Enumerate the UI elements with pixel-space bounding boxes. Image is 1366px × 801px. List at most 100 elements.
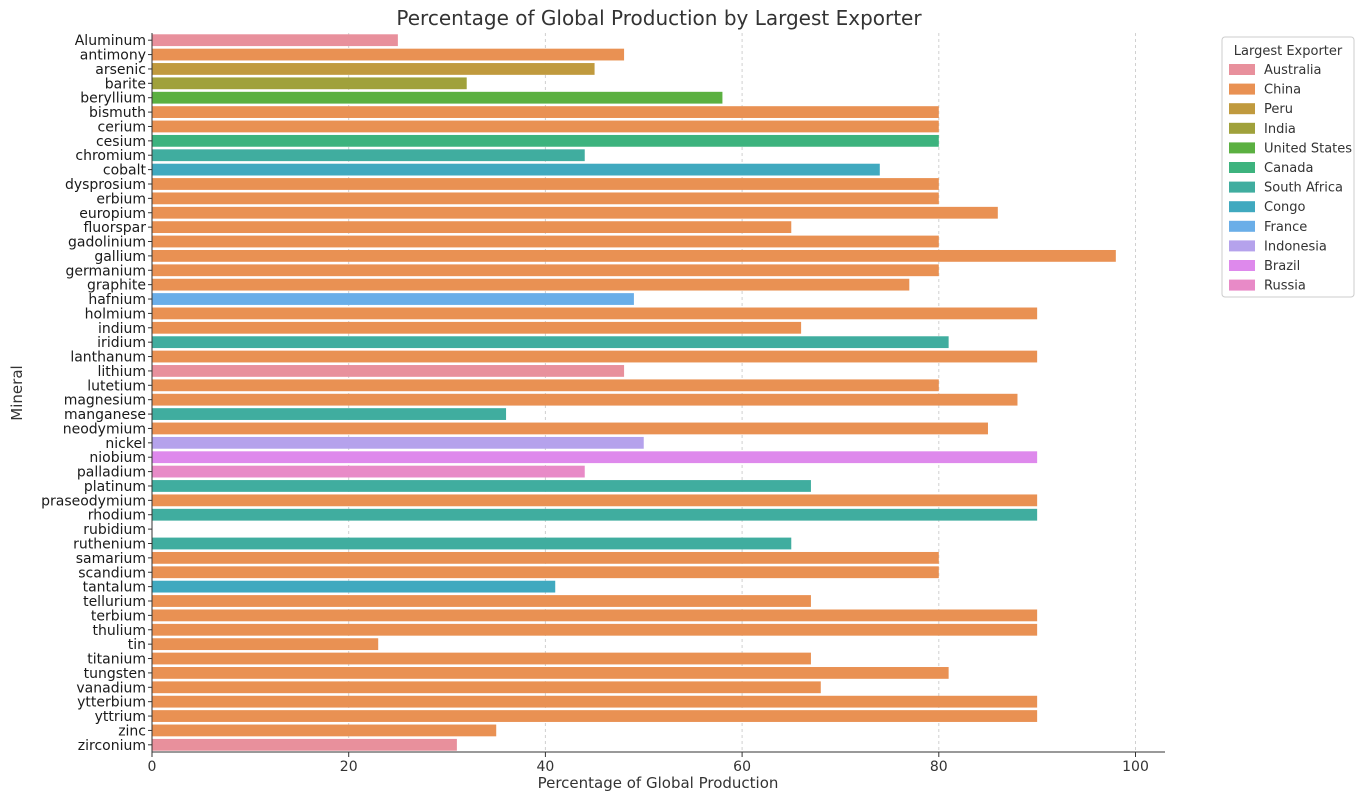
- bars: [152, 34, 1116, 751]
- y-tick-label-niobium: niobium: [89, 450, 146, 466]
- x-axis-label: Percentage of Global Production: [538, 774, 779, 792]
- y-tick-label-cesium: cesium: [96, 134, 146, 150]
- bar-tin: [152, 638, 379, 651]
- y-tick-label-neodymium: neodymium: [63, 421, 146, 437]
- legend-swatch-indonesia: [1229, 240, 1255, 252]
- bar-dysprosium: [152, 178, 939, 190]
- bar-chromium: [152, 149, 585, 162]
- y-tick-label-holmium: holmium: [85, 306, 146, 322]
- y-tick-label-indium: indium: [98, 321, 146, 337]
- legend-frame: [1221, 36, 1355, 298]
- bar-europium: [152, 206, 998, 219]
- bar-iridium: [152, 336, 949, 349]
- bar-scandium: [152, 566, 939, 579]
- bar-bismuth: [152, 106, 939, 118]
- y-tick-label-antimony: antimony: [80, 48, 146, 64]
- bar-terbium: [152, 609, 1038, 622]
- legend-swatch-brazil: [1229, 260, 1255, 271]
- y-tick-label-yttrium: yttrium: [95, 709, 146, 725]
- y-tick-label-rhodium: rhodium: [88, 508, 146, 524]
- bar-ruthenium: [152, 537, 792, 550]
- x-tick-label-20: 20: [340, 759, 358, 775]
- bar-cerium: [152, 120, 939, 133]
- y-axis-label: Mineral: [8, 365, 26, 420]
- y-tick-label-zinc: zinc: [118, 723, 146, 739]
- bar-gallium: [152, 249, 1116, 262]
- legend-label-canada: Canada: [1264, 161, 1313, 176]
- bar-samarium: [152, 551, 939, 564]
- bar-palladium: [152, 465, 585, 478]
- bar-lithium: [152, 365, 625, 377]
- bar-cobalt: [152, 163, 880, 176]
- legend-label-indonesia: Indonesia: [1264, 239, 1327, 254]
- y-tick-label-gadolinium: gadolinium: [68, 235, 146, 251]
- legend-label-peru: Peru: [1264, 102, 1293, 117]
- bar-zirconium: [152, 738, 457, 751]
- bar-barite: [152, 77, 467, 90]
- legend-label-china: China: [1264, 83, 1301, 98]
- legend-label-australia: Australia: [1264, 63, 1322, 78]
- y-tick-label-lithium: lithium: [97, 364, 146, 380]
- legend-title: Largest Exporter: [1234, 44, 1343, 59]
- y-tick-label-samarium: samarium: [76, 551, 146, 567]
- y-tick-label-cobalt: cobalt: [103, 163, 147, 179]
- y-tick-label-thulium: thulium: [92, 623, 146, 639]
- x-tick-label-40: 40: [536, 759, 554, 775]
- bar-gadolinium: [152, 235, 939, 248]
- legend-swatch-peru: [1229, 103, 1255, 115]
- legend-swatch-united-states: [1229, 142, 1255, 154]
- x-tick-labels: 0 20 40 60 80 100: [148, 759, 1149, 775]
- legend-label-india: India: [1264, 122, 1296, 137]
- bar-platinum: [152, 480, 811, 492]
- y-tick-label-europium: europium: [79, 206, 146, 222]
- y-tick-label-fluorspar: fluorspar: [83, 220, 146, 236]
- bar-tellurium: [152, 595, 811, 607]
- bar-holmium: [152, 307, 1038, 320]
- y-tick-label-praseodymium: praseodymium: [41, 493, 146, 509]
- legend: Largest Exporter Australia China Peru India…: [1221, 36, 1355, 298]
- bar-zinc: [152, 724, 497, 737]
- bar-yttrium: [152, 710, 1038, 722]
- bar-aluminum: [152, 34, 398, 47]
- y-tick-label-platinum: platinum: [84, 479, 146, 495]
- legend-label-congo: Congo: [1264, 200, 1306, 215]
- y-tick-label-iridium: iridium: [97, 335, 146, 351]
- bar-magnesium: [152, 393, 1018, 406]
- y-tick-label-erbium: erbium: [96, 191, 146, 207]
- bar-cesium: [152, 134, 939, 147]
- legend-label-france: France: [1264, 220, 1307, 235]
- y-category-labels: Aluminumantimonyarsenicbariteberylliumbi…: [41, 33, 146, 754]
- y-tick-label-zirconium: zirconium: [78, 738, 146, 754]
- bar-praseodymium: [152, 494, 1038, 507]
- y-tick-label-vanadium: vanadium: [76, 680, 146, 696]
- y-tick-label-magnesium: magnesium: [64, 393, 146, 409]
- bar-vanadium: [152, 681, 821, 694]
- y-tick-label-palladium: palladium: [77, 465, 146, 481]
- bar-rhodium: [152, 508, 1038, 521]
- y-tick-label-beryllium: beryllium: [80, 91, 146, 107]
- legend-entries: Australia China Peru India United States Cana…: [1229, 63, 1352, 294]
- x-tick-label-0: 0: [148, 759, 157, 775]
- bar-hafnium: [152, 293, 634, 305]
- legend-swatch-china: [1229, 83, 1255, 95]
- bar-arsenic: [152, 63, 595, 75]
- y-tick-label-chromium: chromium: [75, 148, 146, 164]
- y-tick-label-ruthenium: ruthenium: [73, 536, 146, 552]
- legend-swatch-russia: [1229, 279, 1255, 291]
- bar-lanthanum: [152, 350, 1038, 363]
- legend-label-russia: Russia: [1264, 279, 1306, 294]
- legend-swatch-india: [1229, 122, 1255, 134]
- y-tick-label-cerium: cerium: [98, 119, 146, 135]
- y-tick-label-graphite: graphite: [87, 278, 146, 294]
- bar-neodymium: [152, 422, 988, 435]
- axes: [148, 33, 1165, 757]
- y-tick-label-barite: barite: [105, 76, 146, 92]
- y-tick-label-terbium: terbium: [91, 608, 146, 624]
- bar-nickel: [152, 436, 644, 449]
- y-tick-label-bismuth: bismuth: [89, 105, 146, 121]
- y-tick-label-hafnium: hafnium: [88, 292, 146, 308]
- y-tick-label-aluminum: Aluminum: [75, 33, 146, 49]
- bar-thulium: [152, 623, 1038, 636]
- bar-titanium: [152, 652, 811, 665]
